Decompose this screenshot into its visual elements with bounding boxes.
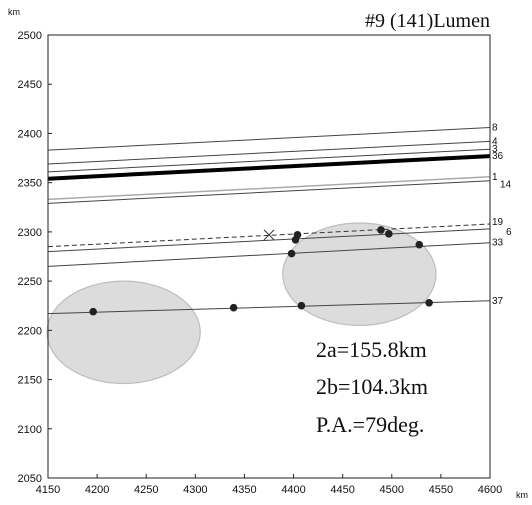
y-tick-label-2400: 2400 (18, 128, 42, 140)
x-tick-label-4250: 4250 (134, 484, 158, 496)
y-tick-label-2200: 2200 (18, 325, 42, 337)
timing-point-8 (377, 226, 385, 234)
chord-label-14: 14 (500, 180, 512, 191)
y-tick-label-2350: 2350 (18, 178, 42, 190)
annotation-minor-axis: 2b=104.3km (316, 374, 428, 399)
y-tick-label-2450: 2450 (18, 79, 42, 91)
timing-point-7 (293, 231, 302, 239)
timing-point-5 (287, 249, 296, 258)
cross-stroke-b (263, 229, 275, 241)
y-tick-label-2500: 2500 (18, 30, 42, 42)
y-tick-label-2150: 2150 (18, 375, 42, 387)
chord-line-14 (47, 180, 491, 204)
chart-title: #9 (141)Lumen (365, 10, 490, 32)
chord-label-4: 4 (492, 136, 498, 147)
chord-label-19: 19 (492, 217, 504, 228)
chord-label-8: 8 (492, 123, 498, 134)
x-tick-label-4550: 4550 (429, 484, 453, 496)
timing-point-3 (297, 301, 306, 310)
x-tick-label-4150: 4150 (36, 484, 60, 496)
chord-label-36: 36 (492, 151, 504, 162)
chord-line-1 (47, 176, 491, 201)
chord-label-1: 1 (492, 172, 498, 183)
x-tick-label-4200: 4200 (85, 484, 109, 496)
x-tick-label-4400: 4400 (281, 484, 305, 496)
fitted-ellipse-1 (46, 280, 201, 385)
annotation-major-axis: 2a=155.8km (316, 337, 427, 362)
chord-line-8 (47, 127, 491, 151)
x-tick-label-4450: 4450 (330, 484, 354, 496)
chord-line-3 (47, 148, 491, 173)
timing-point-4 (425, 298, 433, 307)
timing-point-9 (385, 230, 393, 238)
y-tick-label-2300: 2300 (18, 227, 42, 239)
y-tick-label-2100: 2100 (18, 424, 42, 436)
fitted-ellipse-2 (282, 222, 437, 327)
cross-marker (263, 229, 275, 241)
chord-line-36 (47, 154, 491, 181)
chord-line-4 (47, 140, 491, 165)
x-tick-label-4500: 4500 (380, 484, 404, 496)
plot-frame (47, 34, 491, 479)
x-tick-label-4350: 4350 (232, 484, 256, 496)
chord-line-37 (47, 300, 491, 315)
y-axis-unit: km (8, 7, 20, 17)
y-tick-label-2050: 2050 (18, 473, 42, 485)
chord-line-6 (47, 228, 491, 253)
axes: 4150 4200 4250 4300 4350 4400 4450 4500 4550 4600… (18, 30, 503, 496)
chord-line-19 (47, 223, 491, 248)
timing-point-10 (415, 240, 424, 249)
chord-label-37: 37 (492, 296, 504, 307)
x-tick-label-4300: 4300 (183, 484, 207, 496)
timing-point-1 (89, 307, 97, 316)
chord-label-3: 3 (492, 144, 498, 155)
y-tick-label-2250: 2250 (18, 276, 42, 288)
chord-label-6: 6 (506, 227, 512, 238)
timing-point-2 (229, 303, 238, 312)
x-axis-unit: km (516, 490, 528, 500)
annotation-position-angle: P.A.=79deg. (316, 412, 424, 437)
x-tick-label-4600: 4600 (478, 484, 502, 496)
chord-label-33: 33 (492, 238, 504, 249)
